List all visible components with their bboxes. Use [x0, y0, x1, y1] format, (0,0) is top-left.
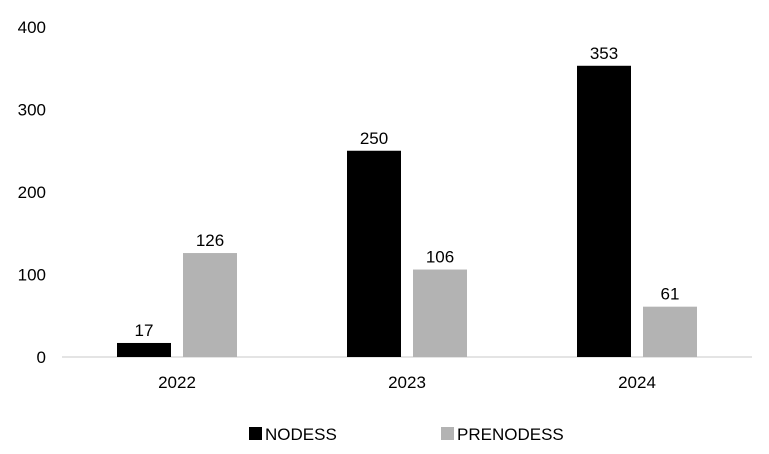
x-axis: 2022 2023 2024	[158, 373, 656, 392]
bars-group: 17 126 250 106 353 61	[117, 44, 697, 358]
data-label: 126	[196, 231, 224, 250]
legend-label-nodess: NODESS	[265, 425, 337, 444]
legend-label-prenodess: PRENODESS	[457, 425, 564, 444]
bar-prenodess-2022	[183, 253, 237, 357]
y-tick-label: 400	[18, 18, 46, 37]
x-tick-label: 2023	[388, 373, 426, 392]
y-tick-label: 100	[18, 266, 46, 285]
x-tick-label: 2024	[618, 373, 656, 392]
data-label: 250	[360, 129, 388, 148]
bar-nodess-2022	[117, 342, 171, 357]
bar-prenodess-2023	[413, 269, 467, 357]
y-tick-label: 200	[18, 183, 46, 202]
x-tick-label: 2022	[158, 373, 196, 392]
data-label: 61	[661, 285, 680, 304]
data-label: 17	[135, 321, 154, 340]
legend-swatch-nodess	[249, 427, 262, 440]
bar-nodess-2024	[577, 65, 631, 358]
y-tick-label: 0	[37, 348, 46, 367]
legend: NODESS PRENODESS	[249, 425, 564, 444]
y-axis: 0 100 200 300 400	[18, 18, 752, 367]
data-label: 106	[426, 248, 454, 267]
legend-swatch-prenodess	[441, 427, 454, 440]
y-tick-label: 300	[18, 101, 46, 120]
data-label: 353	[590, 44, 618, 63]
bar-nodess-2023	[347, 150, 401, 357]
bar-prenodess-2024	[643, 306, 697, 357]
